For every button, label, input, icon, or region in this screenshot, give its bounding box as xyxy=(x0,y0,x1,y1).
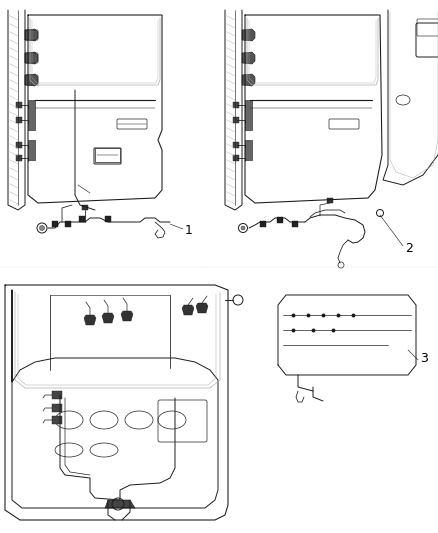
Polygon shape xyxy=(79,216,85,222)
Polygon shape xyxy=(52,416,62,424)
Polygon shape xyxy=(25,74,38,86)
Polygon shape xyxy=(52,404,62,412)
Polygon shape xyxy=(28,100,35,130)
Text: 1: 1 xyxy=(185,223,193,237)
Polygon shape xyxy=(121,311,133,321)
Polygon shape xyxy=(16,117,22,123)
Polygon shape xyxy=(292,221,298,227)
Polygon shape xyxy=(245,100,252,130)
Polygon shape xyxy=(105,500,135,508)
Polygon shape xyxy=(84,315,96,325)
Polygon shape xyxy=(102,313,114,323)
Polygon shape xyxy=(105,216,111,222)
Bar xyxy=(25,30,38,40)
Polygon shape xyxy=(16,155,22,161)
Polygon shape xyxy=(95,148,120,162)
Text: 3: 3 xyxy=(420,351,428,365)
Polygon shape xyxy=(16,102,22,108)
Polygon shape xyxy=(25,52,38,64)
Circle shape xyxy=(241,226,245,230)
Polygon shape xyxy=(196,303,208,313)
Polygon shape xyxy=(233,102,239,108)
Polygon shape xyxy=(260,221,266,227)
Polygon shape xyxy=(82,205,88,210)
Polygon shape xyxy=(52,221,58,227)
Polygon shape xyxy=(327,198,333,203)
Polygon shape xyxy=(16,142,22,148)
Polygon shape xyxy=(28,140,35,160)
Polygon shape xyxy=(25,29,38,41)
Polygon shape xyxy=(182,305,194,315)
Polygon shape xyxy=(242,29,255,41)
Polygon shape xyxy=(233,142,239,148)
Polygon shape xyxy=(277,217,283,223)
Circle shape xyxy=(39,225,45,230)
Polygon shape xyxy=(52,391,62,399)
Polygon shape xyxy=(245,140,252,160)
Polygon shape xyxy=(233,155,239,161)
Polygon shape xyxy=(242,52,255,64)
Bar xyxy=(25,75,38,85)
Polygon shape xyxy=(233,117,239,123)
Bar xyxy=(25,53,38,63)
Polygon shape xyxy=(242,74,255,86)
Polygon shape xyxy=(65,221,71,227)
Text: 2: 2 xyxy=(405,241,413,254)
